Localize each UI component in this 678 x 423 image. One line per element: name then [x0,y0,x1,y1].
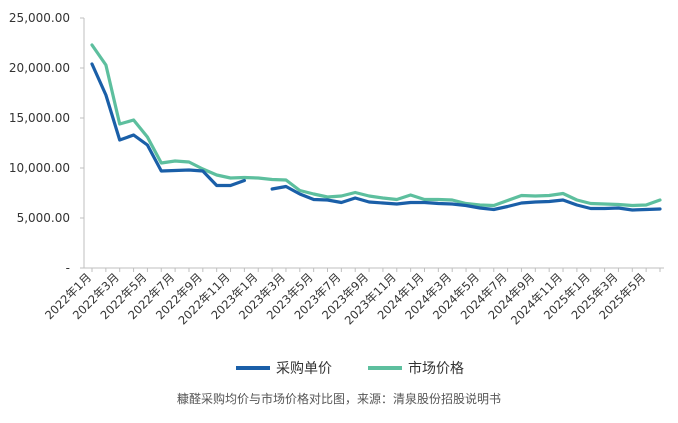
series-line [90,43,662,208]
chart-caption: 糠醛采购均价与市场价格对比图，来源：清泉股份招股说明书 [176,392,501,406]
legend-label: 采购单价 [276,361,332,377]
series-layer [90,43,662,212]
y-tick-label: 5,000.00 [17,211,70,225]
series-line [270,184,662,212]
y-tick-label: 15,000.00 [9,111,70,125]
y-tick-label: 10,000.00 [9,161,70,175]
legend: 采购单价 市场价格 [236,360,464,377]
y-tick-label: 25,000.00 [9,11,70,25]
legend-label: 市场价格 [408,360,464,377]
y-tick-label: 20,000.00 [9,61,70,75]
y-tick-label: - [66,261,70,275]
x-axis: 2022年1月2022年3月2022年5月2022年7月2022年9月2022年… [42,267,664,327]
series-line [90,62,246,188]
y-axis: - 5,000.00 10,000.00 15,000.00 20,000.00 25,0… [9,11,85,275]
